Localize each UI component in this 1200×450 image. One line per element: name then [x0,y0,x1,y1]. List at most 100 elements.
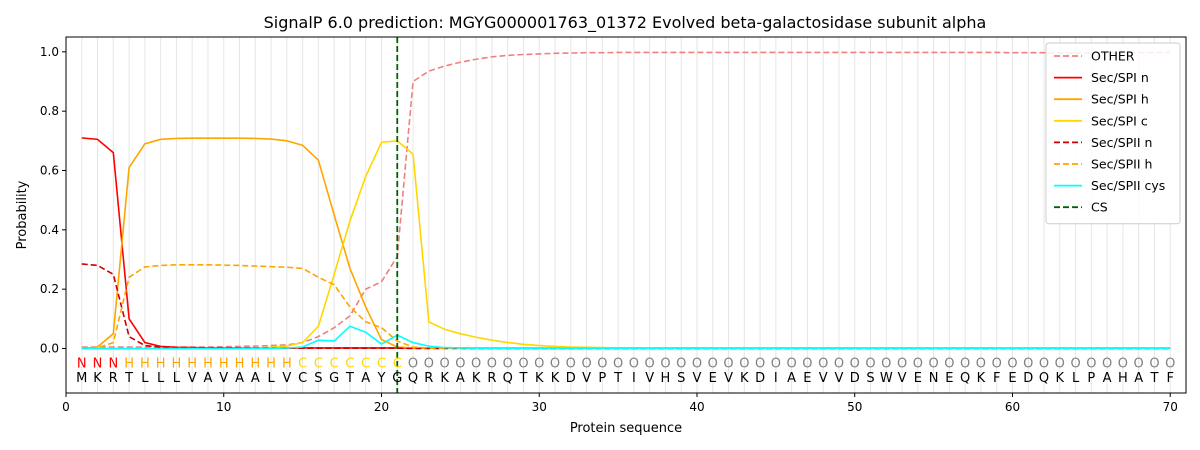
series-line-sec-spi-c [81,140,1171,350]
sequence-letter: V [819,371,828,386]
annotation-letter: O [834,356,844,371]
annotation-letter: O [692,356,702,371]
annotation-letter: O [739,356,749,371]
legend-label: Sec/SPI h [1091,92,1149,107]
series-line-sec-spii-n [81,263,1171,350]
sequence-letter: R [424,371,433,386]
sequence-letter: K [472,371,481,386]
annotation-letter: O [1134,356,1144,371]
sequence-letter: N [929,371,939,386]
legend: OTHER Sec/SPI n Sec/SPI h Sec/SPI c Sec/SPII… [1045,42,1181,225]
annotation-letter: O [960,356,970,371]
annotation-letter: O [1039,356,1049,371]
annotation-letter: O [771,356,781,371]
sequence-letter: V [188,371,197,386]
chart-title: SignalP 6.0 prediction: MGYG000001763_01… [264,13,987,33]
annotation-letter: O [787,356,797,371]
legend-box [1045,42,1181,225]
sequence-letter: I [774,371,778,386]
sequence-letter: E [1008,371,1016,386]
annotation-letter: C [393,356,402,371]
annotation-letter: C [361,356,370,371]
sequence-letter: L [141,371,149,386]
sequence-letter: E [914,371,922,386]
sequence-letter: A [204,371,213,386]
plot-frame [65,36,1187,394]
legend-label: CS [1091,200,1108,215]
annotation-letter: C [314,356,323,371]
sequence-letter: K [977,371,986,386]
x-tick-label: 70 [1163,400,1178,414]
sequence-letter: R [109,371,118,386]
annotation-letter: O [1118,356,1128,371]
annotation-letter: O [487,356,497,371]
annotation-letter: O [865,356,875,371]
annotation-letter: O [629,356,639,371]
annotation-letter: O [1149,356,1159,371]
annotation-letter: O [439,356,449,371]
sequence-letter: V [645,371,654,386]
sequence-letter: T [1149,371,1158,386]
sequence-letter: T [345,371,354,386]
sequence-letter: K [93,371,102,386]
sequence-letter: H [661,371,671,386]
sequence-letter: A [361,371,370,386]
sequence-letter: K [551,371,560,386]
sequence-letter: R [487,371,496,386]
y-tick-label: 0.8 [40,104,59,118]
sequence-letter: S [866,371,874,386]
annotation-letter: O [1007,356,1017,371]
sequence-letter: A [251,371,260,386]
annotation-letter: O [1102,356,1112,371]
sequence-letter: E [709,371,717,386]
sequence-letter: L [157,371,165,386]
annotation-letter: O [676,356,686,371]
sequence-letter: V [582,371,591,386]
sequence-letter: Q [960,371,970,386]
annotation-letter: H [219,356,229,371]
x-tick-label: 30 [532,400,547,414]
annotation-letter: O [976,356,986,371]
x-tick-label: 20 [374,400,389,414]
annotation-letter: O [818,356,828,371]
grid-lines [81,37,1171,393]
sequence-letter: Q [503,371,513,386]
sequence-letter: C [298,371,307,386]
annotation-letter: O [534,356,544,371]
annotation-letter: C [377,356,386,371]
annotation-letter: H [250,356,260,371]
annotation-letter: N [77,356,87,371]
y-tick-label: 1.0 [40,45,59,59]
sequence-letter: P [598,371,606,386]
sequence-letter: E [945,371,953,386]
x-tick-label: 40 [689,400,704,414]
sequence-letter: K [440,371,449,386]
sequence-letter: D [755,371,765,386]
legend-label: Sec/SPI c [1091,113,1148,128]
series-line-sec-spii-h [81,264,1171,350]
annotation-letter: O [1165,356,1175,371]
sequence-letter: L [1072,371,1080,386]
annotation-letter: O [471,356,481,371]
sequence-letter: V [724,371,733,386]
sequence-letter: L [173,371,181,386]
annotation-letter: O [581,356,591,371]
annotation-letter: O [613,356,623,371]
x-tick-label: 0 [62,400,70,414]
annotation-letter: C [345,356,354,371]
annotation-letter: H [140,356,150,371]
annotation-letter: C [330,356,339,371]
annotation-letter: O [897,356,907,371]
y-tick-label: 0.6 [40,164,59,178]
sequence-letter: D [850,371,860,386]
legend-label: Sec/SPI n [1091,70,1149,85]
annotation-letter: O [1055,356,1065,371]
sequence-letter: T [613,371,622,386]
series-line-sec-spii-cys [81,325,1171,350]
sequence-letter: M [76,371,87,386]
sequence-letter: P [1087,371,1095,386]
sequence-letter: F [1166,371,1173,386]
annotation-letter: H [266,356,276,371]
